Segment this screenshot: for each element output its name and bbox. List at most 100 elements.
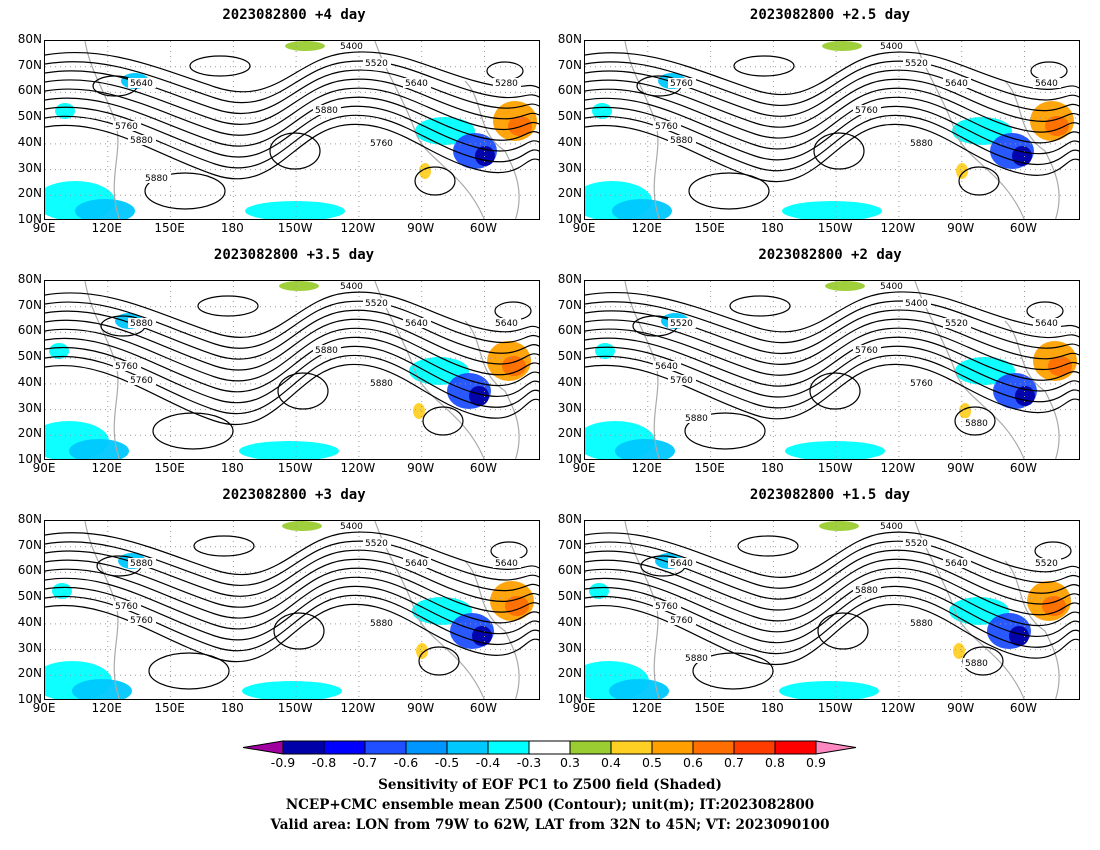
lon-tick-label: 180 xyxy=(220,701,244,715)
contour-label-bg xyxy=(1033,78,1061,88)
contour-cell xyxy=(733,55,795,77)
contour-label-bg xyxy=(853,345,881,355)
lat-tick-label: 60N xyxy=(557,563,582,578)
contour-line xyxy=(585,69,1079,117)
lat-tick-label: 30N xyxy=(17,400,42,415)
colorbar-tick-label: 0.5 xyxy=(642,755,662,770)
contour-label: 5520 xyxy=(670,319,693,329)
contour-cell xyxy=(414,166,456,196)
contour-line xyxy=(45,78,539,125)
contour-label: 5880 xyxy=(130,319,153,329)
contour-label: 5640 xyxy=(670,559,693,569)
contour-label: 5400 xyxy=(340,282,363,292)
contour-label: 5400 xyxy=(340,42,363,52)
contour-label-bg xyxy=(1033,318,1061,328)
colorbar-swatch xyxy=(487,740,530,755)
contour-label-bg xyxy=(128,318,156,328)
contour-cell xyxy=(197,295,259,317)
contour-label: 5520 xyxy=(1035,559,1058,569)
contour-label: 5760 xyxy=(115,602,138,612)
lat-tick-label: 70N xyxy=(17,537,42,552)
lon-tick-label: 120W xyxy=(880,461,916,475)
lat-tick-label: 20N xyxy=(17,186,42,201)
contour-label-bg xyxy=(368,138,396,148)
contour-line xyxy=(585,327,1079,376)
colorbar-swatch xyxy=(446,740,489,755)
colorbar-tick-label: -0.8 xyxy=(311,755,337,770)
sensitivity-shading xyxy=(69,439,129,459)
contour-label-bg xyxy=(1033,558,1061,568)
lat-tick-label: 80N xyxy=(557,32,582,46)
contour-cell xyxy=(1034,541,1072,561)
sensitivity-shading xyxy=(1048,356,1072,376)
contour-label: 5760 xyxy=(655,602,678,612)
lon-tick-label: 150W xyxy=(277,461,313,475)
lat-tick-label: 30N xyxy=(557,640,582,655)
colorbar-swatch xyxy=(364,740,407,755)
colorbar-tick-label: -0.4 xyxy=(475,755,501,770)
coastline xyxy=(1004,80,1060,219)
contour-label-bg xyxy=(128,558,156,568)
colorbar-arrow-right xyxy=(815,740,857,755)
contour-label-bg xyxy=(338,281,366,291)
contour-label: 5760 xyxy=(655,122,678,132)
colorbar-tick-label: -0.7 xyxy=(352,755,378,770)
colorbar-tick-label: -0.9 xyxy=(270,755,296,770)
sensitivity-shading xyxy=(615,439,675,459)
contour-line xyxy=(45,531,539,576)
contour-label: 5880 xyxy=(910,619,933,629)
lat-tick-label: 80N xyxy=(17,32,42,46)
lat-tick-label: 80N xyxy=(17,272,42,286)
contour-label-bg xyxy=(338,41,366,51)
lat-tick-label: 10N xyxy=(17,212,42,226)
lat-tick-label: 30N xyxy=(17,160,42,175)
colorbar-tick-label: -0.6 xyxy=(393,755,419,770)
contour-label: 5880 xyxy=(685,414,708,424)
contour-label-bg xyxy=(908,378,936,388)
lat-tick-label: 40N xyxy=(557,134,582,149)
contour-line xyxy=(585,603,1079,666)
lat-tick-label: 30N xyxy=(17,640,42,655)
lon-tick-label: 60W xyxy=(1009,221,1038,235)
lon-tick-label: 180 xyxy=(220,221,244,235)
contour-line xyxy=(45,558,539,608)
contour-line xyxy=(585,576,1079,633)
lat-tick-label: 20N xyxy=(557,666,582,681)
lon-tick-label: 180 xyxy=(760,701,784,715)
colorbar-tick-label: 0.6 xyxy=(683,755,703,770)
colorbar-tick-label: -0.5 xyxy=(434,755,460,770)
lat-tick-label: 50N xyxy=(557,349,582,364)
contour-line xyxy=(45,576,539,630)
colorbar-tick-label: 0.4 xyxy=(601,755,621,770)
lat-tick-label: 60N xyxy=(17,323,42,338)
map-panel-4: 5400 5400 5520 5640 5520 5640 5760 5760 5760 5880… xyxy=(584,280,1080,460)
contour-label: 5640 xyxy=(405,559,428,569)
colorbar-swatch xyxy=(692,740,735,755)
contour-label-bg xyxy=(128,135,156,145)
caption-line-2: NCEP+CMC ensemble mean Z500 (Contour); u… xyxy=(285,797,815,813)
lat-tick-label: 80N xyxy=(17,512,42,526)
contour-label-bg xyxy=(363,298,391,308)
lon-tick-label: 90W xyxy=(947,461,975,475)
contour-cell xyxy=(817,612,869,650)
contour-line xyxy=(45,363,539,426)
contour-cell xyxy=(958,166,1000,196)
map-panel-5: 5400 5520 5640 5640 5880 5760 5760 5880 xyxy=(44,520,540,700)
contour-label: 5880 xyxy=(315,106,338,116)
lon-tick-label: 120E xyxy=(91,221,123,235)
contour-line xyxy=(585,531,1079,578)
sensitivity-shading xyxy=(285,41,325,51)
lat-tick-label: 10N xyxy=(557,452,582,466)
contour-label: 5520 xyxy=(365,539,388,549)
contour-label-bg xyxy=(908,138,936,148)
lon-tick-label: 150E xyxy=(694,461,725,475)
contour-label: 5760 xyxy=(370,139,393,149)
contour-line xyxy=(585,51,1079,96)
coastline xyxy=(374,281,485,459)
contour-label: 5880 xyxy=(145,174,168,184)
lat-tick-label: 50N xyxy=(17,349,42,364)
contour-line xyxy=(585,78,1079,128)
contour-label-bg xyxy=(668,78,696,88)
contour-label-bg xyxy=(653,121,681,131)
